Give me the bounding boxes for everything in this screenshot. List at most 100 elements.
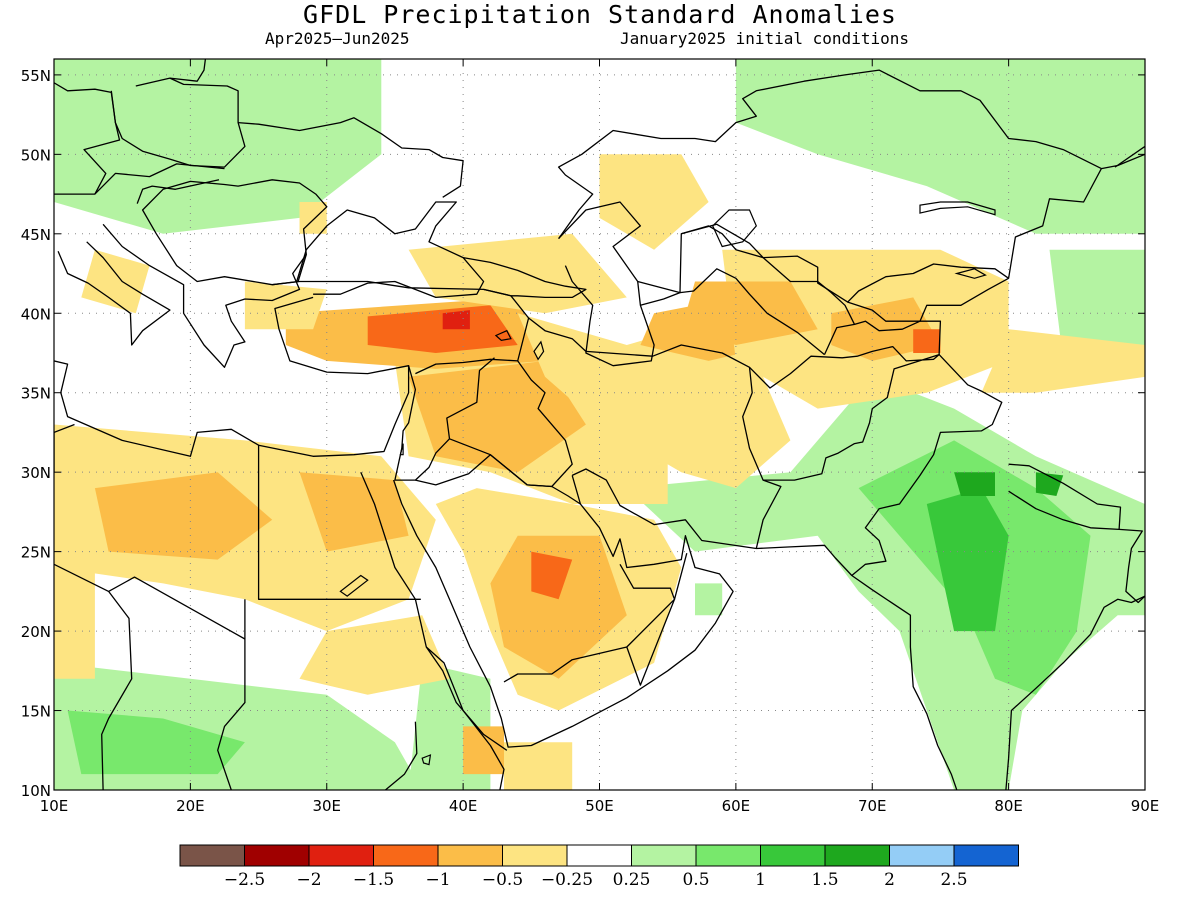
lat-tick-label: 25N xyxy=(21,544,51,562)
forecast-period: Apr2025–Jun2025 xyxy=(265,29,410,48)
region-oman-wet xyxy=(695,583,723,616)
border-mediterranean-coast xyxy=(54,296,410,457)
colorbar-swatch xyxy=(760,844,826,867)
colorbar-swatch xyxy=(502,844,568,867)
colorbar-label: −1.5 xyxy=(353,870,394,890)
colorbar-label: −0.5 xyxy=(482,870,523,890)
lon-tick-label: 10E xyxy=(40,797,69,815)
page-title: GFDL Precipitation Standard Anomalies xyxy=(303,0,897,29)
colorbar-label: 0.25 xyxy=(613,870,651,890)
lat-tick-label: 50N xyxy=(21,146,51,164)
colorbar-swatch xyxy=(695,844,761,867)
lon-tick-label: 90E xyxy=(1131,797,1160,815)
colorbar-label: −0.25 xyxy=(541,870,593,890)
border-nepal xyxy=(1008,463,1122,531)
lat-tick-label: 45N xyxy=(21,226,51,244)
anomaly-fields xyxy=(54,59,1145,790)
border-ethiopia-east xyxy=(425,646,505,790)
region-arabia-core xyxy=(531,551,573,600)
border-poland xyxy=(110,77,246,168)
colorbar-label: 0.5 xyxy=(682,870,709,890)
lake-lake-tana xyxy=(421,754,432,766)
colorbar-swatch xyxy=(308,844,374,867)
colorbar-label: 2.5 xyxy=(940,870,967,890)
colorbar-label: −1 xyxy=(425,870,450,890)
lon-tick-label: 40E xyxy=(449,797,478,815)
lon-tick-label: 80E xyxy=(994,797,1023,815)
border-italy xyxy=(57,241,171,346)
border-niger-chad xyxy=(101,591,133,790)
colorbar-swatch xyxy=(889,844,955,867)
border-pakistan-india xyxy=(851,354,1003,577)
lat-tick-label: 15N xyxy=(21,703,51,721)
border-hungary xyxy=(136,179,220,204)
region-tibet-dry xyxy=(981,329,1145,393)
border-china-border xyxy=(919,153,1145,355)
colorbar-swatch xyxy=(953,844,1019,867)
colorbar-label: −2.5 xyxy=(224,870,265,890)
colorbar-label: 1 xyxy=(755,870,766,890)
border-turkmen xyxy=(640,268,825,356)
border-russia-kazakh xyxy=(557,69,1102,239)
lake-lake-urmia xyxy=(533,340,545,361)
border-ethiopia xyxy=(384,721,418,790)
lake-lake-issyk-kul xyxy=(954,268,987,279)
region-india-core xyxy=(926,488,1009,632)
colorbar-swatch xyxy=(566,844,632,867)
lon-tick-label: 20E xyxy=(176,797,205,815)
region-yemen-dry xyxy=(504,742,573,790)
lat-tick-label: 10N xyxy=(21,782,51,800)
border-turkey-border xyxy=(272,280,530,375)
border-austria-slovakia xyxy=(94,163,225,195)
lat-tick-label: 30N xyxy=(21,464,51,482)
region-central-asia-strong xyxy=(681,281,818,345)
region-pamir-core xyxy=(913,329,941,353)
border-kyrgyz-tajik xyxy=(847,301,921,332)
latitude-ticks: 10N 15N 20N 25N 30N 35N 40N 45N 50N 55N xyxy=(21,67,1145,800)
region-africa-sahel-strong xyxy=(67,710,245,775)
colorbar-swatch xyxy=(244,844,310,867)
lake-lake-balkhash xyxy=(919,201,996,216)
lat-tick-label: 40N xyxy=(21,305,51,323)
region-arabia-dry-strong xyxy=(490,535,627,679)
region-nepal-very-wet xyxy=(954,472,995,496)
lon-tick-label: 50E xyxy=(585,797,614,815)
colorbar-label: −2 xyxy=(296,870,321,890)
region-sahara-libya-strong xyxy=(299,472,409,552)
region-eritrea-dry-strong xyxy=(463,726,504,775)
region-kazakh-dry xyxy=(599,154,709,250)
region-pamir-strong xyxy=(831,297,941,361)
colorbar-label: 2 xyxy=(884,870,895,890)
lon-tick-label: 30E xyxy=(312,797,341,815)
border-mongolia xyxy=(1114,145,1145,168)
region-north-asia-moderate xyxy=(1008,186,1145,234)
lat-tick-label: 35N xyxy=(21,385,51,403)
border-baltic-coast xyxy=(169,59,207,82)
border-sudan-chad xyxy=(217,599,246,790)
colorbar-swatch xyxy=(373,844,439,867)
border-india-east xyxy=(1005,595,1145,790)
border-ukraine-north xyxy=(238,117,464,198)
border-caucasus xyxy=(462,256,587,299)
colorbar-swatch xyxy=(437,844,503,867)
border-bangladesh xyxy=(1119,528,1145,604)
border-yemen-oman xyxy=(626,553,688,686)
region-nepal-east-very-wet xyxy=(1035,472,1064,496)
lake-lake-nasser xyxy=(339,574,369,597)
border-gulf-north xyxy=(571,468,958,790)
colorbar-swatch xyxy=(824,844,890,867)
border-black-sea xyxy=(296,201,485,299)
region-west-africa-dry xyxy=(54,567,95,679)
lon-tick-label: 70E xyxy=(858,797,887,815)
region-north-europe-wet xyxy=(54,59,382,234)
lake-lake-van xyxy=(494,329,512,341)
border-red-sea-east xyxy=(392,475,734,748)
border-europe-east xyxy=(141,179,328,286)
region-turkey-peak xyxy=(442,310,470,330)
region-sahara-dry-strong xyxy=(94,472,273,560)
colorbar: −2.5 −2 −1.5 −1 −0.5 −0.25 0.25 0.5 1 1.5 2 2.5 xyxy=(179,844,1019,890)
lat-tick-label: 55N xyxy=(21,67,51,85)
colorbar-label: 1.5 xyxy=(811,870,838,890)
colorbar-swatch xyxy=(631,844,697,867)
